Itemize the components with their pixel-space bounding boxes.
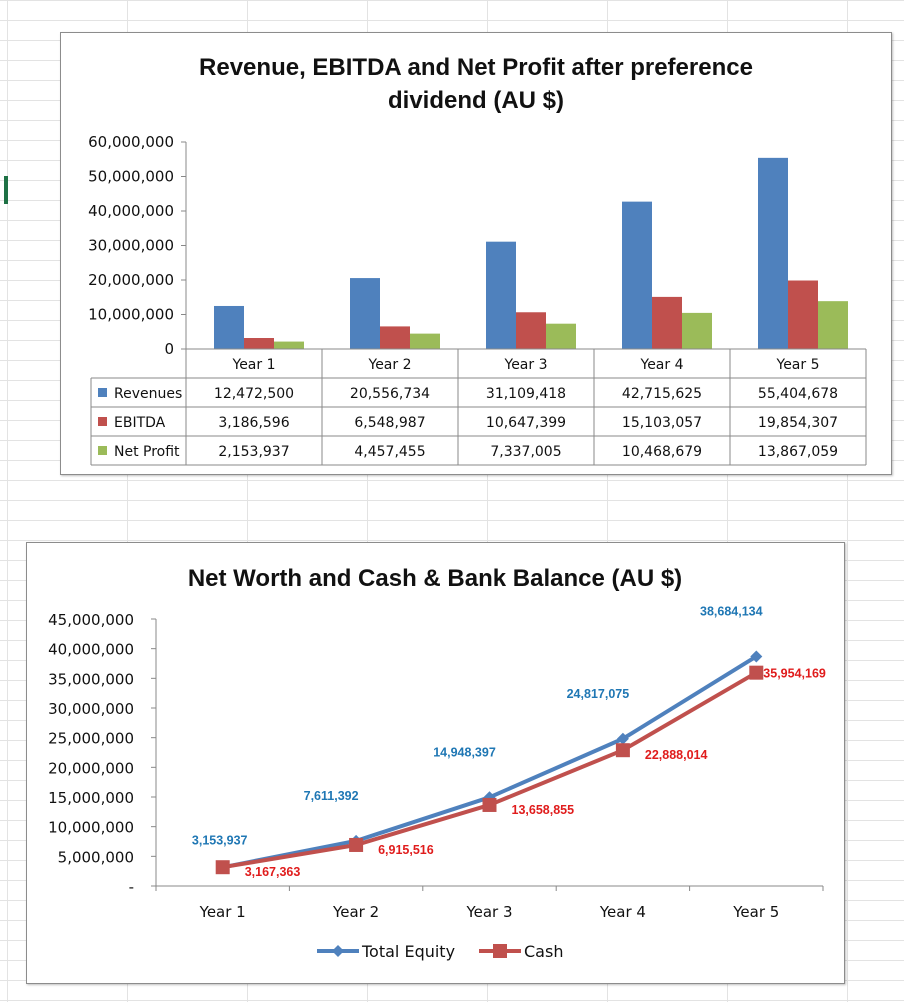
series-line-cash	[222, 670, 758, 870]
table-cell-value: 13,867,059	[758, 444, 838, 460]
point-cash	[349, 837, 364, 852]
table-cell-value: 20,556,734	[350, 386, 430, 402]
table-cell-value: 42,715,625	[622, 386, 702, 402]
x-tick-label: Year 5	[732, 903, 779, 921]
y-tick-label: 30,000,000	[48, 700, 134, 718]
data-label-total-equity: 24,817,075	[567, 687, 630, 701]
bar-revenues	[350, 278, 380, 349]
y-tick-label: 5,000,000	[58, 848, 134, 866]
bar-ebitda	[652, 296, 682, 349]
legend-label: Net Profit	[114, 444, 180, 460]
revenue-ebitda-chart-svg: Revenue, EBITDA and Net Profit after pre…	[88, 54, 867, 466]
revenue-ebitda-chart[interactable]: Revenue, EBITDA and Net Profit after pre…	[60, 32, 892, 475]
bar-ebitda	[516, 312, 546, 349]
table-cell-value: 12,472,500	[214, 386, 294, 402]
legend-key-net-profit	[98, 446, 107, 455]
table-cell-value: 31,109,418	[486, 386, 566, 402]
legend-label: Cash	[524, 942, 563, 961]
point-cash	[482, 797, 497, 812]
table-cell-value: 4,457,455	[354, 444, 425, 460]
chart-title: dividend (AU $)	[388, 87, 564, 114]
point-cash	[215, 860, 230, 875]
table-cell-value: 6,548,987	[354, 415, 425, 431]
data-label-total-equity: 3,153,937	[192, 833, 248, 847]
legend-key-ebitda	[98, 417, 107, 426]
bar-net-profit	[546, 323, 576, 349]
data-label-cash: 6,915,516	[378, 843, 434, 857]
point-total-equity	[616, 732, 629, 745]
legend-marker-total-equity	[332, 945, 344, 957]
y-tick-label: 25,000,000	[48, 730, 134, 748]
y-tick-label: 45,000,000	[48, 611, 134, 629]
active-cell-marker	[4, 176, 8, 204]
bar-revenues	[486, 241, 516, 349]
y-tick-label: 40,000,000	[48, 641, 134, 659]
category-label: Year 2	[368, 357, 412, 373]
y-tick-label: 30,000,000	[88, 237, 174, 255]
bar-net-profit	[818, 301, 848, 349]
x-tick-label: Year 3	[465, 903, 512, 921]
bar-revenues	[758, 157, 788, 349]
point-cash	[749, 665, 764, 680]
table-cell-value: 55,404,678	[758, 386, 838, 402]
category-label: Year 3	[504, 357, 548, 373]
chart-title: Net Worth and Cash & Bank Balance (AU $)	[188, 565, 682, 592]
bar-ebitda	[788, 280, 818, 349]
data-label-cash: 22,888,014	[645, 748, 708, 762]
x-tick-label: Year 4	[599, 903, 646, 921]
bar-net-profit	[682, 312, 712, 349]
y-tick-label: 20,000,000	[48, 759, 134, 777]
y-tick-label: 0	[164, 340, 174, 358]
y-tick-label: 60,000,000	[88, 133, 174, 151]
y-tick-label: 10,000,000	[88, 306, 174, 324]
y-tick-label: 15,000,000	[48, 789, 134, 807]
bar-revenues	[622, 201, 652, 349]
data-label-total-equity: 14,948,397	[433, 745, 496, 759]
legend-label: EBITDA	[114, 415, 166, 431]
chart-title: Revenue, EBITDA and Net Profit after pre…	[199, 54, 753, 81]
data-label-total-equity: 38,684,134	[700, 604, 763, 618]
legend-key-revenues	[98, 388, 107, 397]
legend-marker-cash	[493, 944, 507, 958]
x-tick-label: Year 2	[332, 903, 379, 921]
table-cell-value: 15,103,057	[622, 415, 702, 431]
point-total-equity	[750, 650, 763, 663]
bar-net-profit	[274, 341, 304, 349]
bar-ebitda	[244, 338, 274, 349]
y-tick-label: -	[129, 878, 134, 896]
y-tick-label: 35,000,000	[48, 670, 134, 688]
category-label: Year 4	[640, 357, 684, 373]
point-cash	[615, 743, 630, 758]
table-cell-value: 10,647,399	[486, 415, 566, 431]
data-label-cash: 13,658,855	[512, 803, 575, 817]
net-worth-cash-chart-svg: Net Worth and Cash & Bank Balance (AU $)…	[48, 565, 826, 961]
data-label-total-equity: 7,611,392	[304, 789, 359, 803]
y-tick-label: 40,000,000	[88, 202, 174, 220]
legend-label: Revenues	[114, 386, 182, 402]
net-worth-cash-chart[interactable]: Net Worth and Cash & Bank Balance (AU $)…	[26, 542, 845, 984]
legend-label: Total Equity	[361, 942, 455, 961]
category-label: Year 1	[232, 357, 276, 373]
table-cell-value: 2,153,937	[218, 444, 289, 460]
data-label-cash: 3,167,363	[245, 865, 301, 879]
category-label: Year 5	[776, 357, 820, 373]
y-tick-label: 50,000,000	[88, 168, 174, 186]
table-cell-value: 19,854,307	[758, 415, 838, 431]
bar-ebitda	[380, 326, 410, 349]
y-tick-label: 20,000,000	[88, 271, 174, 289]
table-cell-value: 10,468,679	[622, 444, 702, 460]
data-label-cash: 35,954,169	[763, 667, 826, 681]
y-tick-label: 10,000,000	[48, 819, 134, 837]
x-tick-label: Year 1	[199, 903, 246, 921]
bar-net-profit	[410, 333, 440, 349]
table-cell-value: 7,337,005	[490, 444, 561, 460]
bar-revenues	[214, 305, 244, 349]
table-cell-value: 3,186,596	[218, 415, 289, 431]
